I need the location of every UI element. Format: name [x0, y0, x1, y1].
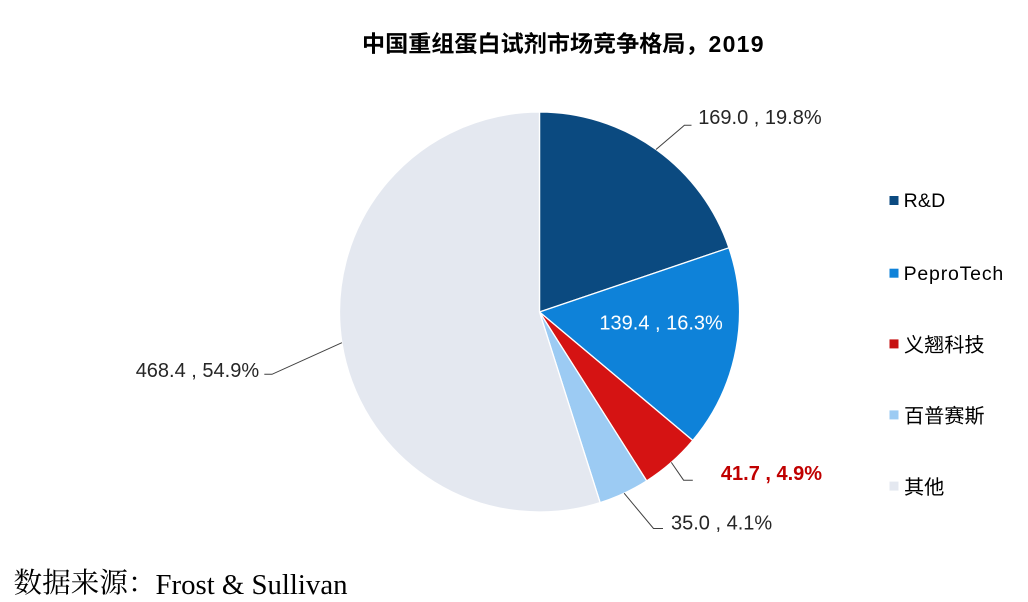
svg-text:41.7 , 4.9%: 41.7 , 4.9% [721, 463, 822, 485]
svg-text:468.4 , 54.9%: 468.4 , 54.9% [136, 360, 260, 382]
svg-text:Frost & Sullivan: Frost & Sullivan [156, 569, 348, 601]
svg-text:R&D: R&D [904, 190, 946, 212]
svg-text:PeproTech: PeproTech [904, 263, 1004, 285]
svg-text:35.0 , 4.1%: 35.0 , 4.1% [671, 513, 772, 535]
svg-text:139.4 , 16.3%: 139.4 , 16.3% [599, 313, 723, 335]
svg-text:2019: 2019 [709, 31, 765, 57]
svg-text:169.0 , 19.8%: 169.0 , 19.8% [698, 107, 822, 129]
